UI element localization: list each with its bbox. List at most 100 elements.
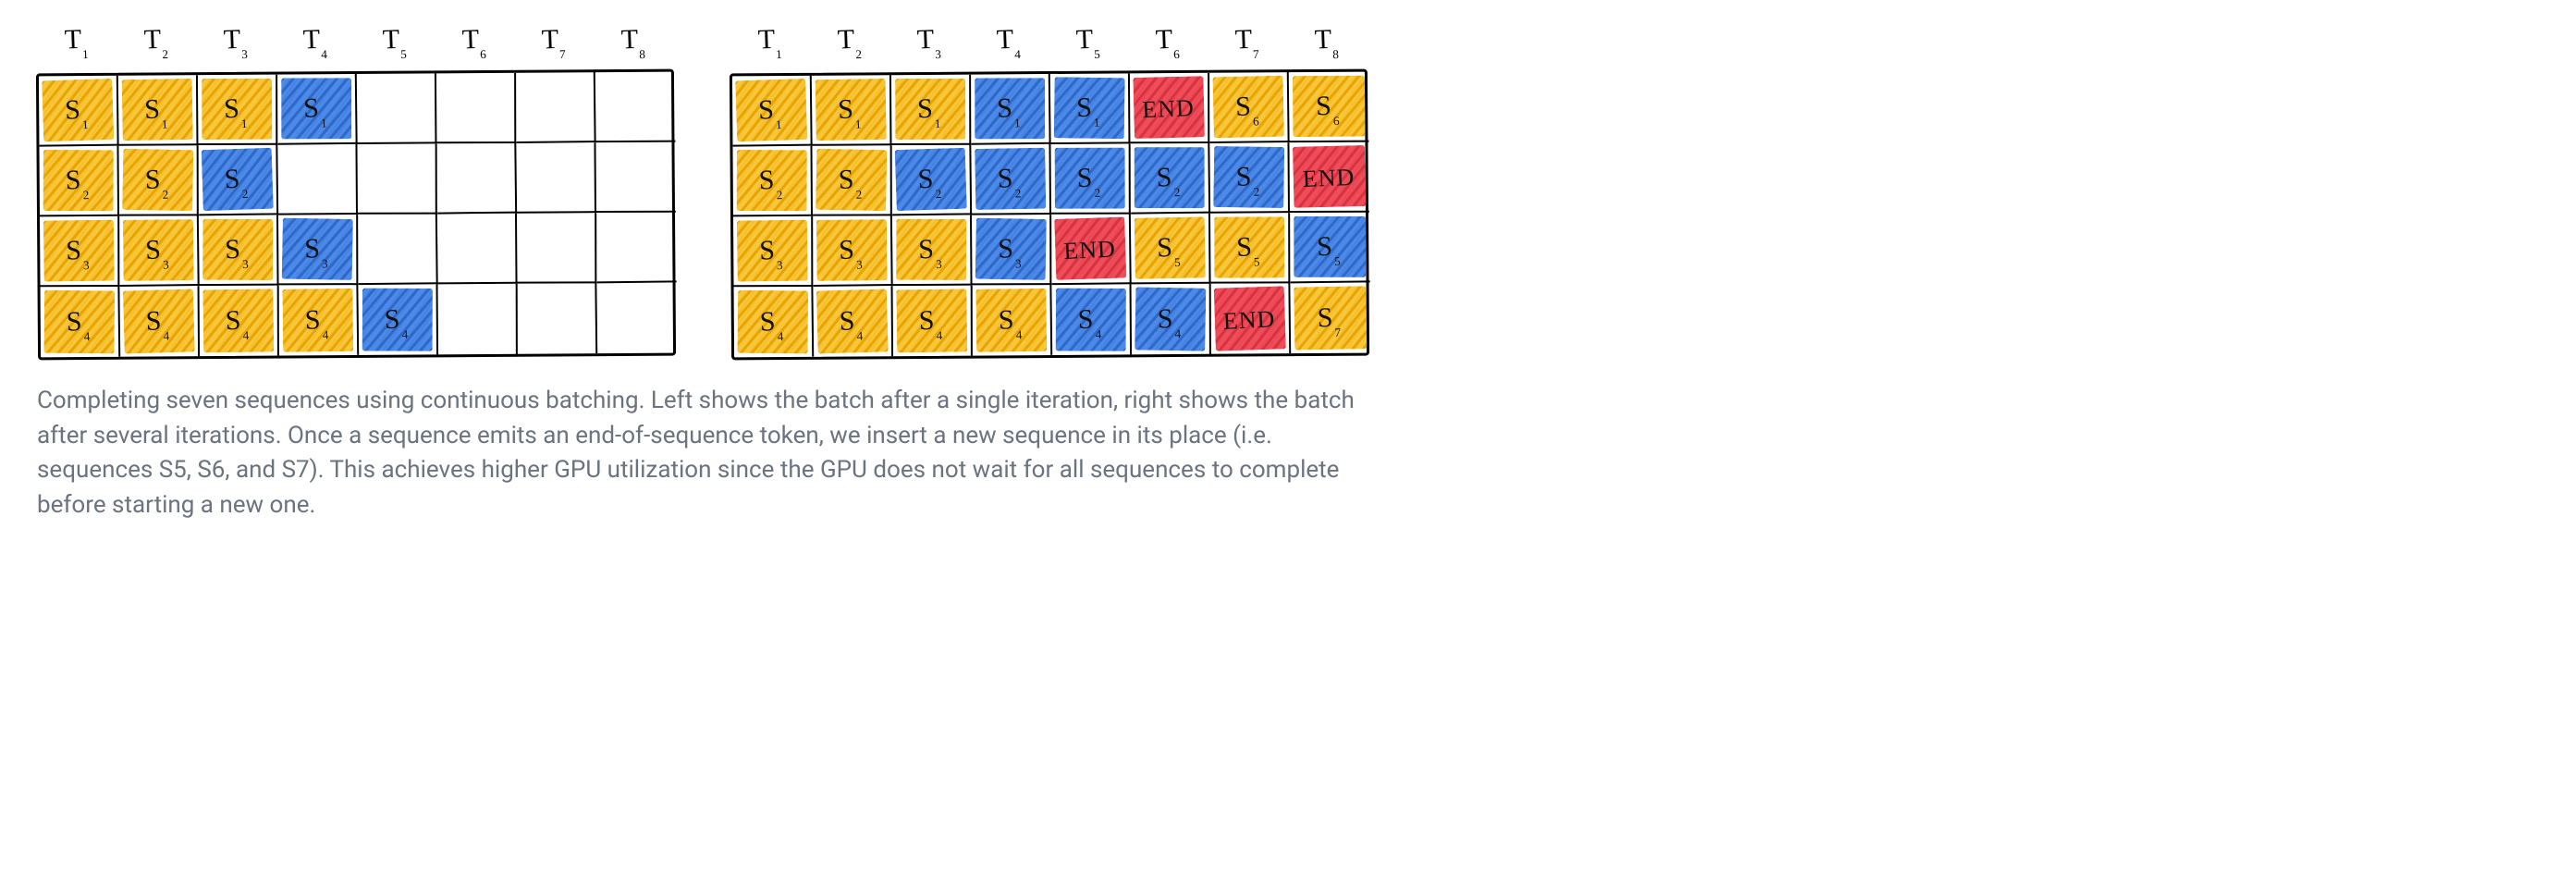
right-grid: S₁S₁S₁S₁S₁ENDS₆S₆S₂S₂S₂S₂S₂S₂S₂ENDS₃S₃S₃… <box>730 69 1369 361</box>
left-cell: S₄ <box>359 284 439 355</box>
col-header: T₇ <box>1207 21 1288 68</box>
seq-token: S₁ <box>838 87 865 131</box>
right-cell: S₂ <box>891 144 972 215</box>
right-cell: S₁ <box>732 76 813 147</box>
col-header: T₆ <box>434 21 515 68</box>
left-cell <box>597 283 678 354</box>
seq-token: S₂ <box>1156 155 1184 200</box>
seq-token: S₄ <box>225 299 251 343</box>
col-header: T₅ <box>1048 21 1129 68</box>
left-cell: S₄ <box>278 285 359 356</box>
left-cell: S₃ <box>40 216 119 287</box>
right-cell: S₂ <box>971 144 1051 215</box>
right-cell: S₆ <box>1209 72 1290 143</box>
end-token: END <box>1141 89 1196 126</box>
seq-token: S₂ <box>224 157 251 202</box>
left-cell: S₃ <box>278 215 358 285</box>
left-cell: S₄ <box>120 286 201 357</box>
right-cell: S₄ <box>1132 284 1211 354</box>
seq-token: S₃ <box>918 227 945 272</box>
left-cell: S₁ <box>198 75 277 145</box>
col-header: T₅ <box>354 21 435 68</box>
left-cell: S₁ <box>39 76 119 147</box>
left-cell <box>517 283 597 354</box>
right-cell: S₄ <box>1052 284 1133 355</box>
seq-token: S₇ <box>1317 296 1343 340</box>
left-cell <box>437 214 518 285</box>
right-cell: S₁ <box>1050 73 1131 144</box>
right-cell: S₅ <box>1131 214 1211 285</box>
seq-token: S₂ <box>65 158 92 203</box>
seq-token: S₃ <box>66 228 92 273</box>
seq-token: S₁ <box>64 88 92 132</box>
right-cell: S₁ <box>812 75 892 146</box>
right-cell: S₅ <box>1290 212 1370 283</box>
seq-token: S₄ <box>1157 297 1184 341</box>
seq-token: S₄ <box>839 299 865 343</box>
left-col-headers: T₁T₂T₃T₄T₅T₆T₇T₈ <box>37 22 675 66</box>
seq-token: S₄ <box>998 298 1025 342</box>
seq-token: S₂ <box>838 157 865 202</box>
end-token: END <box>1302 158 1357 195</box>
col-header: T₂ <box>809 21 890 68</box>
seq-token: S₂ <box>1076 156 1103 201</box>
left-cell <box>517 213 596 283</box>
seq-token: S₆ <box>1234 84 1262 129</box>
seq-token: S₃ <box>838 227 865 272</box>
col-header: T₈ <box>1286 21 1368 68</box>
left-cell <box>516 142 596 214</box>
seq-token: S₄ <box>66 300 93 344</box>
right-col-headers: T₁T₂T₃T₄T₅T₆T₇T₈ <box>730 22 1368 66</box>
end-token: END <box>1062 229 1118 267</box>
seq-token: S₁ <box>996 86 1024 130</box>
col-header: T₁ <box>36 21 117 68</box>
right-cell: S₂ <box>1130 143 1210 215</box>
left-grid-block: T₁T₂T₃T₄T₅T₆T₇T₈ S₁S₁S₁S₁S₂S₂S₂S₃S₃S₃S₃S… <box>37 22 675 358</box>
seq-token: S₃ <box>759 228 786 273</box>
left-cell: S₂ <box>198 144 278 215</box>
grids-row: T₁T₂T₃T₄T₅T₆T₇T₈ S₁S₁S₁S₁S₂S₂S₂S₃S₃S₃S₃S… <box>37 22 1405 358</box>
right-cell: S₄ <box>972 285 1052 356</box>
right-cell: S₃ <box>892 215 973 287</box>
col-header: T₂ <box>116 21 197 68</box>
seq-token: S₁ <box>144 87 171 131</box>
seq-token: S₁ <box>917 87 944 131</box>
left-cell <box>516 72 596 143</box>
right-cell: S₄ <box>893 286 973 356</box>
left-cell: S₄ <box>40 287 120 358</box>
col-header: T₁ <box>730 21 811 68</box>
left-cell <box>358 144 437 215</box>
left-cell <box>438 284 518 354</box>
col-header: T₈ <box>593 21 674 68</box>
seq-token: S₂ <box>144 157 171 202</box>
right-cell: S₃ <box>972 215 1051 285</box>
left-cell: S₃ <box>199 215 279 287</box>
end-token: END <box>1222 300 1278 338</box>
col-header: T₄ <box>968 21 1049 68</box>
seq-token: S₂ <box>997 156 1024 201</box>
left-grid: S₁S₁S₁S₁S₂S₂S₂S₃S₃S₃S₃S₄S₄S₄S₄S₄ <box>36 69 676 361</box>
right-cell: S₅ <box>1210 213 1290 283</box>
right-cell: END <box>1130 73 1209 143</box>
col-header: T₆ <box>1127 21 1208 68</box>
right-cell: S₄ <box>733 287 814 358</box>
seq-token: S₂ <box>758 158 785 203</box>
col-header: T₇ <box>513 21 595 68</box>
left-cell <box>357 73 437 144</box>
right-cell: END <box>1210 283 1291 354</box>
seq-token: S₃ <box>998 227 1024 271</box>
left-cell <box>596 212 677 283</box>
left-cell <box>436 73 516 143</box>
caption-text: Completing seven sequences using continu… <box>37 384 1387 523</box>
right-cell: S₃ <box>733 216 813 287</box>
seq-token: S₃ <box>144 227 172 272</box>
seq-token: S₄ <box>304 298 332 342</box>
right-cell: S₇ <box>1291 283 1371 354</box>
left-cell <box>358 214 438 285</box>
seq-token: S₅ <box>1316 225 1343 269</box>
left-cell: S₁ <box>277 74 358 145</box>
seq-token: S₃ <box>304 227 331 271</box>
left-cell: S₄ <box>200 286 279 356</box>
seq-token: S₄ <box>918 299 945 343</box>
seq-token: S₁ <box>757 88 785 132</box>
